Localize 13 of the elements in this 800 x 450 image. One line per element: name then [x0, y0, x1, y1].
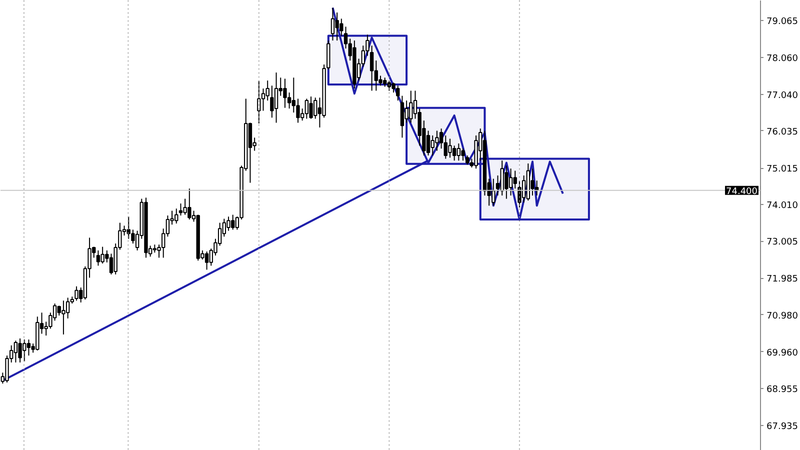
y-tick-label: 70.980: [766, 311, 798, 322]
y-tick-label: 67.935: [766, 422, 798, 432]
y-tick-label: 76.035: [766, 127, 798, 138]
ref-line-label: 74.400: [726, 186, 758, 197]
y-tick-label: 71.985: [766, 274, 798, 285]
y-tick-label: 69.960: [766, 348, 798, 358]
y-tick-label: 73.005: [766, 238, 798, 248]
y-tick-label: 68.955: [766, 384, 798, 395]
y-tick-label: 74.010: [766, 201, 798, 212]
y-tick-label: 79.065: [766, 17, 798, 28]
y-tick-label: 78.060: [766, 54, 798, 64]
y-tick-label: 77.040: [766, 90, 798, 101]
y-tick-label: 75.015: [766, 164, 798, 175]
